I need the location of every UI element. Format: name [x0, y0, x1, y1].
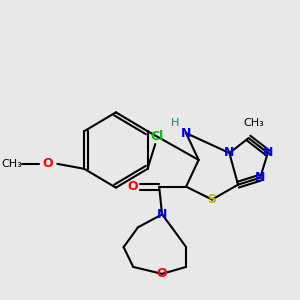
- Text: N: N: [224, 146, 235, 160]
- Text: CH₃: CH₃: [243, 118, 264, 128]
- Text: N: N: [157, 208, 167, 221]
- Text: O: O: [127, 180, 138, 193]
- Text: H: H: [170, 118, 179, 128]
- Text: Cl: Cl: [151, 130, 164, 142]
- Text: CH₃: CH₃: [2, 159, 22, 169]
- Text: N: N: [181, 127, 191, 140]
- Text: O: O: [42, 158, 53, 170]
- Text: N: N: [263, 146, 273, 160]
- Text: N: N: [255, 171, 265, 184]
- Text: S: S: [208, 193, 217, 206]
- Text: O: O: [157, 267, 167, 280]
